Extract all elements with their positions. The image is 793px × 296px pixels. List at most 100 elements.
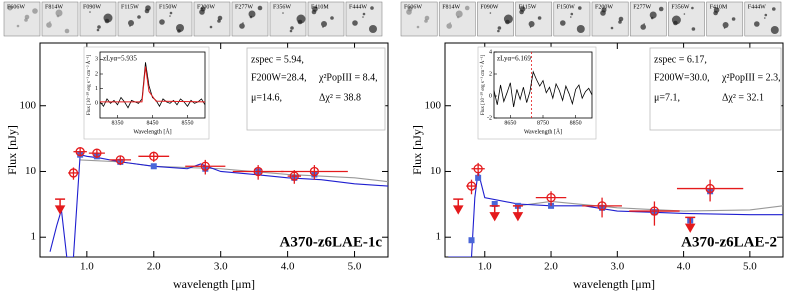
stamp-source	[610, 26, 614, 30]
inset-y-tick-label: 2	[489, 71, 492, 77]
stamp-source	[406, 9, 412, 15]
panel-title: A370-z6LAE-1c	[280, 234, 383, 250]
stamp-source	[370, 6, 374, 10]
annotation-box	[649, 47, 782, 131]
stamp-source	[576, 25, 585, 33]
stamp-source	[32, 8, 38, 14]
stamp-source	[46, 22, 52, 28]
inset-label: zLyα=6.169	[497, 55, 531, 63]
stamp-source	[97, 25, 101, 29]
upper-limit	[489, 205, 500, 222]
stamp-source	[311, 9, 317, 15]
data-point	[75, 147, 85, 157]
stamp-source	[239, 23, 245, 29]
stamp-source	[330, 16, 334, 20]
stamp-source	[464, 5, 470, 11]
stamp-source	[248, 10, 256, 18]
stamp-source	[64, 28, 70, 34]
annotation: Δχ² = 38.8	[319, 92, 361, 103]
data-point	[597, 201, 607, 211]
x-tick-label: 2.0	[544, 261, 558, 273]
y-tick-label: 1	[31, 231, 37, 243]
plot-area	[448, 162, 783, 257]
stamp-source	[497, 26, 502, 30]
stamp-source	[362, 16, 364, 18]
inset-x-tick-label: 8550	[182, 120, 194, 126]
data-point	[200, 161, 210, 171]
model-point	[475, 174, 482, 181]
stamp-source	[722, 22, 729, 28]
upper-limit	[512, 205, 524, 222]
stamp-source	[321, 21, 327, 27]
stamp-source	[209, 25, 213, 29]
stamp-source	[424, 19, 428, 23]
stamp-label: F090W	[83, 4, 101, 10]
stamp-label: F444W	[349, 4, 367, 10]
stamp-source	[446, 23, 453, 29]
upper-limit	[452, 198, 464, 215]
inset-y-tick-label: 1	[95, 86, 98, 92]
stamp-source	[489, 12, 492, 14]
y-tick-label: 1	[436, 231, 442, 243]
model-point	[468, 237, 475, 244]
stamp-source	[570, 12, 574, 16]
x-tick-label: 4.0	[677, 261, 691, 273]
stamp-source	[297, 19, 303, 25]
stamp-source	[754, 21, 760, 27]
stamp	[193, 1, 231, 37]
stamp-source	[529, 26, 532, 28]
inset-y-tick-label: 0	[95, 101, 98, 107]
data-point	[546, 192, 556, 203]
stamp-source	[691, 27, 696, 31]
stamp-source	[362, 12, 366, 16]
annotation: F200W=28.4,	[251, 72, 307, 83]
stamp-source	[416, 25, 420, 29]
inset-y-tick-label: 3	[95, 57, 98, 63]
stamp-source	[713, 10, 718, 16]
plot-area	[49, 147, 388, 257]
stamp-label: F356W	[671, 4, 689, 10]
inset-y-tick-label: -2	[487, 115, 492, 121]
stamp	[706, 1, 744, 37]
data-point	[473, 164, 483, 174]
stamp-source	[199, 9, 205, 15]
stamp-label: F606W	[7, 4, 25, 10]
stamp-label: F277W	[633, 4, 651, 10]
stamp	[155, 1, 193, 37]
stamp-source	[424, 15, 430, 21]
stamp-source	[249, 15, 253, 19]
stamp-source	[217, 19, 221, 23]
stamp-source	[217, 15, 223, 21]
data-point	[115, 155, 125, 165]
inset-x-label: Wavelength [Å]	[133, 127, 171, 135]
stamp-source	[537, 16, 542, 20]
y-axis-label: Flux [nJy]	[410, 125, 424, 175]
stamp-label: F410M	[710, 4, 728, 10]
stamp-source	[282, 12, 284, 14]
stamp-source	[352, 20, 358, 26]
inset-label: zLyα=5.935	[103, 55, 137, 63]
plot-frame	[444, 42, 784, 258]
stamp-label: F277W	[235, 4, 253, 10]
x-axis-label: wavelength [μm]	[173, 277, 255, 291]
upper-limit	[54, 198, 66, 215]
stamp-source	[772, 7, 776, 11]
stamp-source	[169, 11, 173, 15]
stamp-source	[528, 21, 535, 27]
y-tick-label: 100	[425, 99, 442, 111]
stamp-source	[519, 9, 524, 15]
stamp-source	[137, 15, 141, 19]
stamp-source	[289, 29, 293, 33]
inset-background	[83, 46, 210, 140]
stamp-source	[570, 16, 572, 18]
stamp-source	[290, 26, 294, 30]
inset-fit	[100, 66, 206, 103]
stamp-label: F410M	[311, 4, 329, 10]
inset-y-tick-label: 4	[489, 49, 492, 55]
inset-x-tick-label: 8850	[570, 120, 582, 126]
x-axis-label: wavelength [μm]	[573, 277, 655, 291]
upper-limit	[684, 216, 696, 233]
stamp-source	[600, 10, 606, 16]
stamp-source	[618, 16, 624, 22]
stamp-source	[505, 19, 510, 25]
